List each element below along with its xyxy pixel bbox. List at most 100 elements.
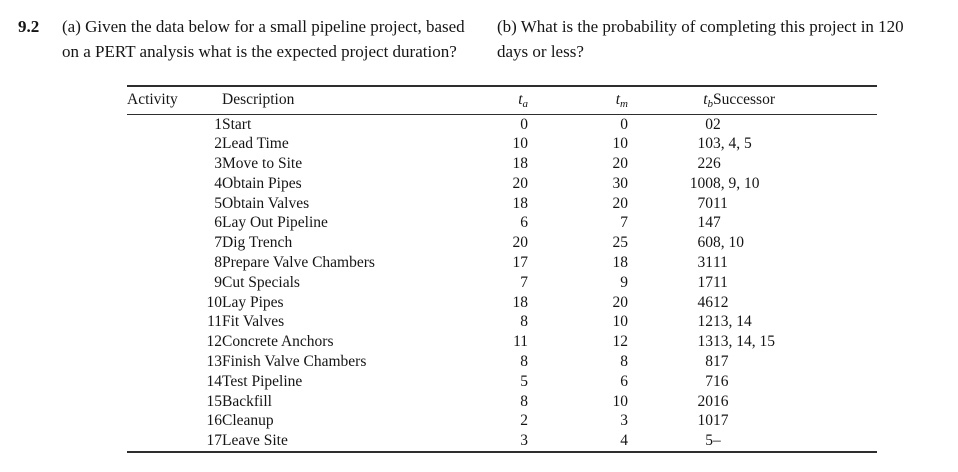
cell-tb: 31 [697, 254, 714, 272]
cell-tm: 4 [620, 432, 628, 450]
table-row: 7 Dig Trench 20 25 60 8, 10 [127, 233, 877, 253]
cell-activity: 14 [206, 372, 223, 390]
tm-symbol: t [615, 91, 621, 109]
cell-successor: 8, 9, 10 [713, 174, 760, 192]
cell-successor: 13, 14, 15 [713, 333, 775, 351]
problem-number: 9.2 [18, 17, 40, 36]
table-row: 17 Leave Site 3 4 5 – [127, 431, 877, 452]
table-row: 12 Concrete Anchors 11 12 13 13, 14, 15 [127, 332, 877, 352]
cell-activity: 13 [206, 353, 223, 371]
table-row: 2 Lead Time 10 10 10 3, 4, 5 [127, 134, 877, 154]
part-a-line-1: (a) Given the data below for a small pip… [62, 17, 465, 36]
cell-description: Dig Trench [222, 234, 293, 252]
table-row: 16 Cleanup 2 3 10 17 [127, 411, 877, 431]
cell-ta: 8 [520, 392, 528, 410]
table-row: 14 Test Pipeline 5 6 7 16 [127, 372, 877, 392]
cell-successor: 17 [713, 353, 729, 371]
table-row: 8 Prepare Valve Chambers 17 18 31 11 [127, 253, 877, 273]
tb-symbol: t [703, 91, 708, 109]
col-header-tm: tm [528, 86, 628, 115]
table-body: 1 Start 0 0 0 2 2 Lead Time 10 10 10 3, … [127, 114, 877, 452]
cell-ta: 2 [520, 412, 528, 430]
cell-tb: 46 [697, 293, 714, 311]
cell-tb: 70 [697, 194, 714, 212]
cell-activity: 11 [207, 313, 222, 331]
cell-description: Finish Valve Chambers [222, 353, 367, 371]
cell-tm: 20 [612, 155, 629, 173]
part-b-text: (b) What is the probability of completin… [497, 14, 947, 64]
cell-description: Lay Out Pipeline [222, 214, 328, 232]
cell-tm: 10 [612, 313, 629, 331]
cell-ta: 8 [520, 353, 528, 371]
cell-tm: 7 [620, 214, 628, 232]
col-header-tb: tb [628, 86, 713, 115]
cell-description: Cleanup [222, 412, 274, 430]
part-a-text: (a) Given the data below for a small pip… [62, 14, 472, 64]
cell-tb: 12 [697, 313, 714, 331]
cell-description: Cut Specials [222, 273, 300, 291]
cell-successor: 7 [713, 214, 721, 232]
cell-successor: 16 [713, 372, 729, 390]
pert-activity-table-wrap: Activity Description ta tm tb Successor … [127, 85, 877, 454]
cell-description: Prepare Valve Chambers [222, 254, 375, 272]
cell-ta: 18 [512, 155, 529, 173]
part-a-line-2: on a PERT analysis what is the expected … [62, 42, 457, 61]
cell-tb: 14 [697, 214, 714, 232]
cell-ta: 17 [512, 254, 529, 272]
cell-successor: 11 [713, 254, 728, 272]
cell-ta: 6 [520, 214, 528, 232]
cell-activity: 12 [206, 333, 223, 351]
table-row: 3 Move to Site 18 20 22 6 [127, 154, 877, 174]
table-row: 1 Start 0 0 0 2 [127, 114, 877, 134]
cell-tb: 17 [697, 273, 714, 291]
cell-activity: 9 [214, 273, 222, 291]
cell-ta: 8 [520, 313, 528, 331]
cell-activity: 10 [206, 293, 223, 311]
cell-successor: 6 [713, 155, 721, 173]
cell-tm: 0 [620, 115, 628, 133]
part-b-line-2: days or less? [497, 42, 584, 61]
cell-tm: 30 [612, 174, 629, 192]
cell-activity: 1 [214, 115, 222, 133]
cell-successor: 2 [713, 115, 721, 133]
cell-ta: 18 [512, 194, 529, 212]
cell-tb: 8 [705, 353, 713, 371]
cell-tb: 5 [705, 432, 713, 450]
cell-tb: 10 [697, 412, 714, 430]
cell-tb: 0 [705, 115, 713, 133]
table-row: 11 Fit Valves 8 10 12 13, 14 [127, 312, 877, 332]
cell-successor: 3, 4, 5 [713, 135, 752, 153]
cell-tm: 9 [620, 273, 628, 291]
cell-ta: 0 [520, 115, 528, 133]
cell-tb: 7 [705, 372, 713, 390]
table-row: 15 Backfill 8 10 20 16 [127, 392, 877, 412]
cell-tb: 100 [689, 174, 713, 192]
cell-tb: 13 [697, 333, 714, 351]
cell-description: Obtain Pipes [222, 174, 302, 192]
tm-subscript: m [620, 98, 628, 111]
cell-tm: 8 [620, 353, 628, 371]
cell-tm: 12 [612, 333, 629, 351]
cell-description: Concrete Anchors [222, 333, 334, 351]
cell-activity: 5 [214, 194, 222, 212]
cell-activity: 7 [214, 234, 222, 252]
cell-ta: 18 [512, 293, 529, 311]
cell-activity: 16 [206, 412, 223, 430]
table-row: 5 Obtain Valves 18 20 70 11 [127, 194, 877, 214]
cell-tm: 20 [612, 194, 629, 212]
cell-successor: 17 [713, 412, 729, 430]
cell-description: Fit Valves [222, 313, 285, 331]
cell-ta: 10 [512, 135, 529, 153]
table-row: 4 Obtain Pipes 20 30 100 8, 9, 10 [127, 174, 877, 194]
cell-ta: 5 [520, 372, 528, 390]
cell-activity: 4 [214, 174, 222, 192]
cell-tm: 20 [612, 293, 629, 311]
cell-successor: 13, 14 [713, 313, 752, 331]
cell-tb: 10 [697, 135, 714, 153]
cell-description: Leave Site [222, 432, 288, 450]
cell-activity: 2 [214, 135, 222, 153]
cell-description: Test Pipeline [222, 372, 303, 390]
col-header-activity: Activity [127, 86, 222, 115]
cell-description: Lead Time [222, 135, 289, 153]
